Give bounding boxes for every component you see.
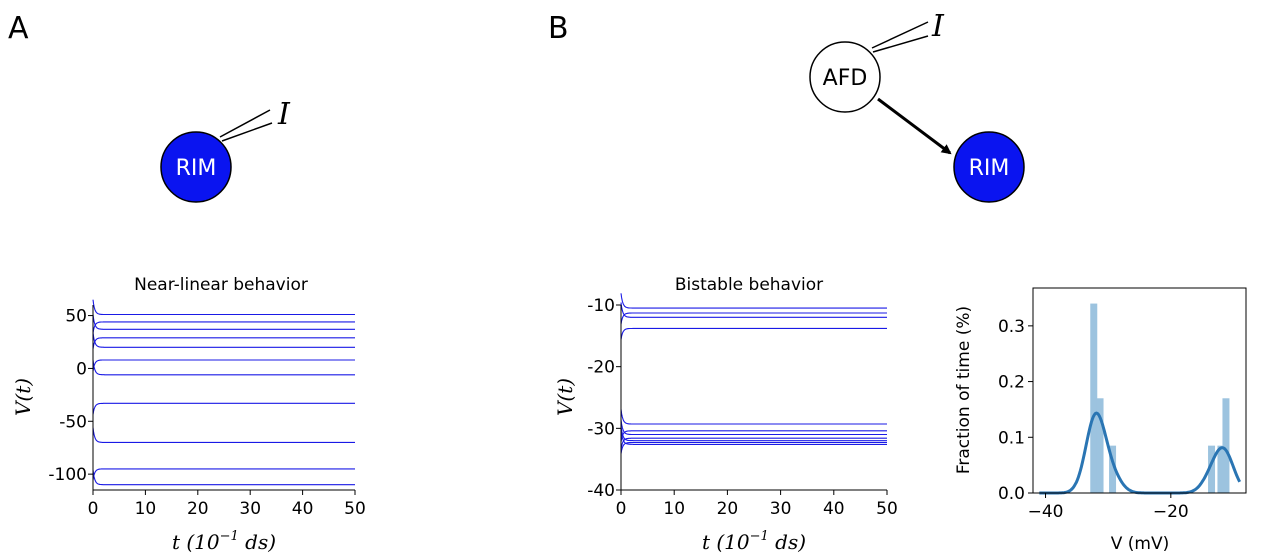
input-line-upper-a xyxy=(219,109,271,138)
rim-neuron-a xyxy=(160,131,232,203)
rim-label-b: RIM xyxy=(969,156,1010,181)
chart-a-trace xyxy=(92,359,355,376)
chart-b-trace xyxy=(620,293,887,309)
chart-b-ytick-label: -20 xyxy=(587,358,615,378)
chart-a-xtick-label: 50 xyxy=(344,499,366,519)
chart-a-trace xyxy=(92,469,355,486)
chart-a-trace xyxy=(92,321,355,334)
chart-a-trace xyxy=(92,299,355,316)
input-line-lower-b xyxy=(872,35,929,53)
hist-ytick-label: 0.3 xyxy=(998,317,1025,337)
hist-frame xyxy=(1032,287,1247,494)
chart-a-xlabel-suffix: ds) xyxy=(239,530,276,554)
chart-b-xticks: 0 10 20 30 40 50 xyxy=(616,490,898,519)
chart-b-xtick-label: 30 xyxy=(770,499,792,519)
input-line-lower-a xyxy=(221,122,273,142)
chart-a-xtick-label: 30 xyxy=(239,499,261,519)
chart-b-xlabel-suffix: ds) xyxy=(769,530,806,554)
chart-b-trace xyxy=(620,441,887,454)
diagram-b: I AFD RIM xyxy=(809,9,1025,203)
chart-b-trace xyxy=(620,437,887,450)
input-line-upper-b xyxy=(871,21,929,49)
afd-neuron xyxy=(809,41,881,113)
chart-a-trace xyxy=(92,337,355,350)
chart-a-ylabel: V(t) xyxy=(11,378,35,416)
chart-b-ylabel: V(t) xyxy=(553,378,577,416)
hist-xtick-label: −20 xyxy=(1153,502,1189,522)
hist-xtick-label: −40 xyxy=(1028,502,1064,522)
chart-b-trace xyxy=(620,302,887,318)
chart-a-xtick-label: 40 xyxy=(292,499,314,519)
chart-b-trace xyxy=(620,312,887,325)
afd-label: AFD xyxy=(823,66,868,91)
chart-a-trace xyxy=(92,332,355,348)
histogram: 0.0 0.1 0.2 0.3 −40 −20 Fraction of time (%)… xyxy=(954,287,1247,554)
hist-bar xyxy=(1090,303,1098,493)
chart-b-xtick-label: 50 xyxy=(876,499,898,519)
diagram-a: I RIM xyxy=(160,97,291,203)
chart-a-trace xyxy=(92,314,355,330)
chart-b-yticks: -10 -20 -30 -40 xyxy=(587,296,621,501)
hist-bar xyxy=(1208,445,1216,493)
hist-bars xyxy=(1090,303,1230,493)
chart-a-trace xyxy=(92,402,355,415)
chart-b-xtick-label: 10 xyxy=(663,499,685,519)
chart-b-xtick-label: 40 xyxy=(823,499,845,519)
chart-a-trace xyxy=(92,427,355,443)
chart-a-trace xyxy=(92,359,355,372)
chart-b-ytick-label: -30 xyxy=(587,419,615,439)
hist-yticks: 0.0 0.1 0.2 0.3 xyxy=(998,317,1033,504)
chart-b-xtick-label: 0 xyxy=(616,499,627,519)
synapse-arrow xyxy=(877,97,952,155)
chart-b-ytick-label: -10 xyxy=(587,296,615,316)
chart-a-traces xyxy=(92,299,355,486)
chart-a-title: Near-linear behavior xyxy=(134,275,308,295)
chart-a-xtick-label: 10 xyxy=(135,499,157,519)
chart-b: Bistable behavior -10 -20 -30 -40 0 10 20 30 40… xyxy=(553,275,898,554)
chart-b-title: Bistable behavior xyxy=(675,275,823,295)
hist-bar xyxy=(1096,398,1104,493)
chart-b-xlabel-prefix: t (10 xyxy=(702,530,750,554)
chart-a-xticks: 0 10 20 30 40 50 xyxy=(88,490,366,519)
hist-xlabel: V (mV) xyxy=(1111,534,1170,554)
hist-bar xyxy=(1217,445,1225,493)
rim-neuron-b xyxy=(953,131,1025,203)
hist-ytick-label: 0.0 xyxy=(998,484,1025,504)
chart-a-ytick-label: -50 xyxy=(59,412,87,432)
hist-bar xyxy=(1109,445,1117,493)
chart-b-trace xyxy=(620,429,887,445)
panel-label-b: B xyxy=(548,11,569,46)
chart-b-xlabel: t (10−1 ds) xyxy=(702,529,806,554)
hist-xticks: −40 −20 xyxy=(1028,493,1189,522)
hist-ytick-label: 0.2 xyxy=(998,373,1025,393)
rim-label-a: RIM xyxy=(176,156,217,181)
chart-b-trace xyxy=(620,430,887,443)
chart-a-ytick-label: 50 xyxy=(65,307,87,327)
chart-a-trace xyxy=(92,468,355,481)
chart-b-ytick-label: -40 xyxy=(587,481,615,501)
hist-bar xyxy=(1222,398,1230,493)
chart-a-ytick-label: -100 xyxy=(48,465,87,485)
chart-a: Near-linear behavior 50 0 -50 -100 0 10 20 30 4… xyxy=(11,275,366,554)
input-label-a: I xyxy=(277,97,291,132)
chart-a-xlabel-exp: −1 xyxy=(220,529,239,544)
hist-ylabel: Fraction of time (%) xyxy=(954,306,974,474)
chart-b-trace xyxy=(620,419,887,436)
chart-b-xtick-label: 20 xyxy=(717,499,739,519)
chart-b-trace xyxy=(620,327,887,340)
chart-a-xtick-label: 0 xyxy=(88,499,99,519)
chart-b-trace xyxy=(620,409,887,425)
chart-b-trace xyxy=(620,425,887,442)
chart-a-xtick-label: 20 xyxy=(187,499,209,519)
input-label-b: I xyxy=(931,9,945,44)
chart-b-xlabel-exp: −1 xyxy=(750,529,769,544)
chart-a-ytick-label: 0 xyxy=(76,359,87,379)
chart-a-xlabel-prefix: t (10 xyxy=(172,530,220,554)
hist-ytick-label: 0.1 xyxy=(998,428,1025,448)
panel-label-a: A xyxy=(8,11,29,46)
chart-a-xlabel: t (10−1 ds) xyxy=(172,529,276,554)
chart-b-traces xyxy=(620,293,887,454)
chart-a-yticks: 50 0 -50 -100 xyxy=(48,307,93,485)
